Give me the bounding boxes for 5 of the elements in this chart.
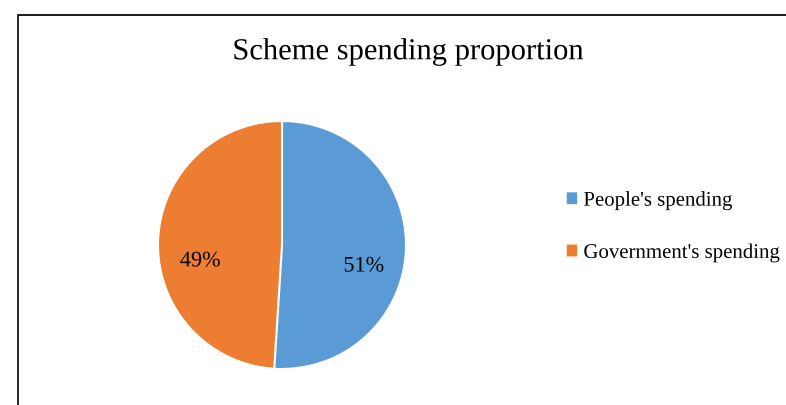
chart-title: Scheme spending proportion <box>234 38 584 66</box>
data-label: 51% <box>344 256 384 272</box>
legend-label: People's spending <box>584 191 732 210</box>
data-label: 49% <box>180 252 220 267</box>
legend-label: Government's spending <box>584 243 780 262</box>
